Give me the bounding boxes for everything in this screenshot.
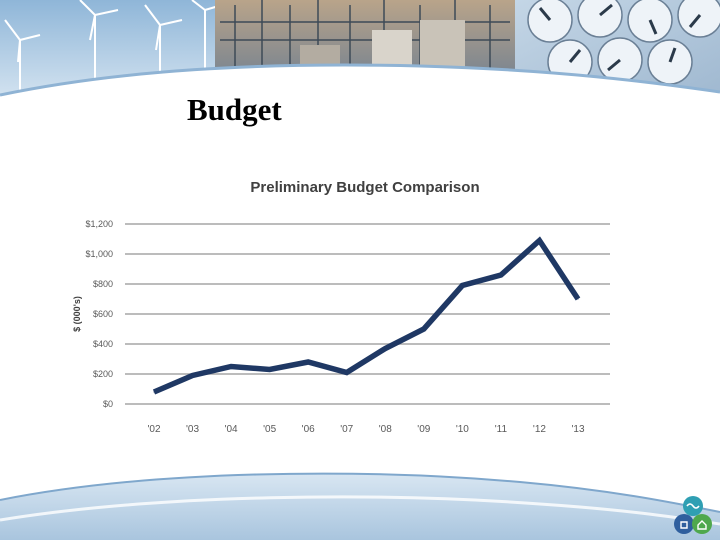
series-line xyxy=(152,236,581,395)
data-point xyxy=(269,369,271,370)
wind-turbines-photo xyxy=(4,0,223,95)
data-point xyxy=(230,366,232,367)
data-point xyxy=(577,298,579,300)
banner-photo-strip xyxy=(0,0,720,110)
slide-title: Budget xyxy=(187,92,282,127)
data-point xyxy=(192,375,194,376)
x-tick-label: '07 xyxy=(340,424,353,435)
data-point xyxy=(153,391,155,393)
x-tick-label: '03 xyxy=(186,424,199,435)
data-point xyxy=(346,372,348,373)
x-tick-label: '02 xyxy=(147,424,160,435)
y-axis-ticks: $0 $200 $400 $600 $800 $1,000 $1,200 xyxy=(85,219,113,409)
utility-logo-icon xyxy=(674,496,712,534)
y-tick-label: $400 xyxy=(93,339,113,349)
data-point xyxy=(461,285,463,286)
y-axis-label: $ (000's) xyxy=(72,296,82,332)
x-tick-label: '10 xyxy=(456,424,469,435)
y-tick-label: $1,200 xyxy=(85,219,113,229)
footer-wave xyxy=(0,472,720,540)
y-tick-label: $0 xyxy=(103,399,113,409)
x-tick-label: '09 xyxy=(417,424,430,435)
series-budget xyxy=(152,236,581,395)
y-tick-label: $1,000 xyxy=(85,249,113,259)
y-tick-label: $600 xyxy=(93,309,113,319)
x-tick-label: '06 xyxy=(302,424,315,435)
x-tick-label: '11 xyxy=(495,424,508,435)
y-tick-label: $800 xyxy=(93,279,113,289)
data-point xyxy=(307,361,309,363)
x-tick-label: '12 xyxy=(533,424,546,435)
chart-title: Preliminary Budget Comparison xyxy=(250,179,479,196)
data-point xyxy=(423,328,425,330)
x-axis-ticks: '02 '03 '04 '05 '06 '07 '08 '09 '10 '11 '12 '13 xyxy=(147,424,584,435)
data-point xyxy=(500,274,502,276)
data-point xyxy=(538,240,540,241)
x-tick-label: '05 xyxy=(263,424,276,435)
x-tick-label: '04 xyxy=(225,424,238,435)
x-tick-label: '13 xyxy=(571,424,584,435)
data-point xyxy=(384,348,386,349)
x-tick-label: '08 xyxy=(379,424,392,435)
y-tick-label: $200 xyxy=(93,369,113,379)
